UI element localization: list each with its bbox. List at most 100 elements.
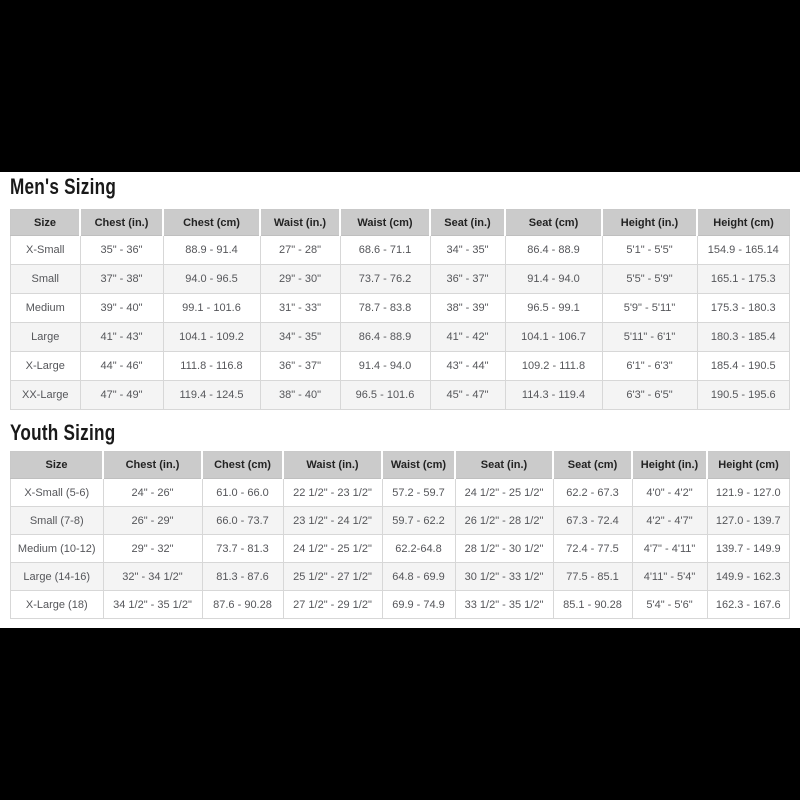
value-cell: 4'7" - 4'11" xyxy=(631,534,708,563)
value-cell: 22 1/2" - 23 1/2" xyxy=(282,478,383,507)
value-cell: 64.8 - 69.9 xyxy=(381,562,456,591)
size-cell: X-Small xyxy=(10,235,81,265)
value-cell: 77.5 - 85.1 xyxy=(552,562,633,591)
size-cell: X-Large (18) xyxy=(10,590,104,619)
mens-sizing-title: Men's Sizing xyxy=(10,172,790,198)
value-cell: 38" - 39" xyxy=(429,293,506,323)
header-row: Size Chest (in.) Chest (cm) Waist (in.) Wais… xyxy=(10,209,790,236)
value-cell: 28 1/2" - 30 1/2" xyxy=(454,534,554,563)
value-cell: 139.7 - 149.9 xyxy=(706,534,790,563)
size-cell: Small (7-8) xyxy=(10,506,104,535)
value-cell: 32" - 34 1/2" xyxy=(102,562,203,591)
youth-sizing-title-text: Youth Sizing xyxy=(10,420,116,445)
value-cell: 78.7 - 83.8 xyxy=(339,293,431,323)
value-cell: 104.1 - 106.7 xyxy=(504,322,603,352)
value-cell: 34" - 35" xyxy=(259,322,341,352)
value-cell: 121.9 - 127.0 xyxy=(706,478,790,507)
column-header: Chest (cm) xyxy=(201,451,283,479)
value-cell: 23 1/2" - 24 1/2" xyxy=(282,506,383,535)
value-cell: 5'1" - 5'5" xyxy=(601,235,698,265)
value-cell: 62.2-64.8 xyxy=(381,534,456,563)
value-cell: 127.0 - 139.7 xyxy=(706,506,790,535)
value-cell: 180.3 - 185.4 xyxy=(696,322,790,352)
value-cell: 5'5" - 5'9" xyxy=(601,264,698,294)
value-cell: 39" - 40" xyxy=(79,293,164,323)
value-cell: 59.7 - 62.2 xyxy=(381,506,456,535)
value-cell: 73.7 - 76.2 xyxy=(339,264,431,294)
value-cell: 44" - 46" xyxy=(79,351,164,381)
value-cell: 66.0 - 73.7 xyxy=(201,506,284,535)
value-cell: 24 1/2" - 25 1/2" xyxy=(282,534,383,563)
value-cell: 67.3 - 72.4 xyxy=(552,506,633,535)
value-cell: 69.9 - 74.9 xyxy=(381,590,456,619)
value-cell: 91.4 - 94.0 xyxy=(339,351,431,381)
size-cell: Medium xyxy=(10,293,81,323)
value-cell: 96.5 - 101.6 xyxy=(339,380,431,410)
column-header: Chest (cm) xyxy=(162,209,260,236)
table-row: Medium (10-12) 29" - 32" 73.7 - 81.3 24 1/2… xyxy=(10,534,790,563)
value-cell: 34" - 35" xyxy=(429,235,506,265)
table-row: Large 41" - 43" 104.1 - 109.2 34" - 35" 86.4… xyxy=(10,322,790,352)
value-cell: 41" - 42" xyxy=(429,322,506,352)
value-cell: 81.3 - 87.6 xyxy=(201,562,284,591)
column-header: Height (cm) xyxy=(696,209,790,236)
value-cell: 190.5 - 195.6 xyxy=(696,380,790,410)
column-header: Height (in.) xyxy=(631,451,707,479)
value-cell: 111.8 - 116.8 xyxy=(162,351,261,381)
value-cell: 29" - 30" xyxy=(259,264,341,294)
value-cell: 4'2" - 4'7" xyxy=(631,506,708,535)
value-cell: 47" - 49" xyxy=(79,380,164,410)
table-row: Small 37" - 38" 94.0 - 96.5 29" - 30" 73.7 -… xyxy=(10,264,790,294)
value-cell: 119.4 - 124.5 xyxy=(162,380,261,410)
sizing-content: Men's Sizing Size Chest (in.) Chest (cm) Wa… xyxy=(0,172,800,628)
column-header: Size xyxy=(10,451,103,479)
column-header: Height (cm) xyxy=(706,451,790,479)
value-cell: 149.9 - 162.3 xyxy=(706,562,790,591)
value-cell: 94.0 - 96.5 xyxy=(162,264,261,294)
value-cell: 175.3 - 180.3 xyxy=(696,293,790,323)
value-cell: 72.4 - 77.5 xyxy=(552,534,633,563)
size-cell: XX-Large xyxy=(10,380,81,410)
size-cell: X-Small (5-6) xyxy=(10,478,104,507)
value-cell: 33 1/2" - 35 1/2" xyxy=(454,590,554,619)
value-cell: 57.2 - 59.7 xyxy=(381,478,456,507)
value-cell: 114.3 - 119.4 xyxy=(504,380,603,410)
value-cell: 185.4 - 190.5 xyxy=(696,351,790,381)
value-cell: 36" - 37" xyxy=(259,351,341,381)
value-cell: 45" - 47" xyxy=(429,380,506,410)
value-cell: 162.3 - 167.6 xyxy=(706,590,790,619)
table-row: X-Small (5-6) 24" - 26" 61.0 - 66.0 22 1/2"… xyxy=(10,478,790,507)
table-row: X-Large (18) 34 1/2" - 35 1/2" 87.6 - 90.2… xyxy=(10,590,790,619)
value-cell: 85.1 - 90.28 xyxy=(552,590,633,619)
column-header: Waist (cm) xyxy=(339,209,430,236)
value-cell: 4'11" - 5'4" xyxy=(631,562,708,591)
value-cell: 31" - 33" xyxy=(259,293,341,323)
value-cell: 5'11" - 6'1" xyxy=(601,322,698,352)
mens-sizing-table: Size Chest (in.) Chest (cm) Waist (in.) Wais… xyxy=(10,209,790,410)
size-cell: Large (14-16) xyxy=(10,562,104,591)
value-cell: 86.4 - 88.9 xyxy=(504,235,603,265)
value-cell: 4'0" - 4'2" xyxy=(631,478,708,507)
value-cell: 6'1" - 6'3" xyxy=(601,351,698,381)
value-cell: 68.6 - 71.1 xyxy=(339,235,431,265)
size-cell: Medium (10-12) xyxy=(10,534,104,563)
value-cell: 104.1 - 109.2 xyxy=(162,322,261,352)
column-header: Height (in.) xyxy=(601,209,697,236)
bottom-black-band xyxy=(0,628,800,800)
value-cell: 25 1/2" - 27 1/2" xyxy=(282,562,383,591)
size-cell: Small xyxy=(10,264,81,294)
value-cell: 24 1/2" - 25 1/2" xyxy=(454,478,554,507)
size-cell: Large xyxy=(10,322,81,352)
table-row: XX-Large 47" - 49" 119.4 - 124.5 38" - 40" 9… xyxy=(10,380,790,410)
mens-sizing-title-text: Men's Sizing xyxy=(10,174,117,199)
value-cell: 36" - 37" xyxy=(429,264,506,294)
value-cell: 154.9 - 165.14 xyxy=(696,235,790,265)
column-header: Seat (in.) xyxy=(454,451,553,479)
value-cell: 165.1 - 175.3 xyxy=(696,264,790,294)
value-cell: 5'4" - 5'6" xyxy=(631,590,708,619)
value-cell: 91.4 - 94.0 xyxy=(504,264,603,294)
column-header: Waist (cm) xyxy=(381,451,455,479)
value-cell: 109.2 - 111.8 xyxy=(504,351,603,381)
value-cell: 5'9" - 5'11" xyxy=(601,293,698,323)
value-cell: 24" - 26" xyxy=(102,478,203,507)
